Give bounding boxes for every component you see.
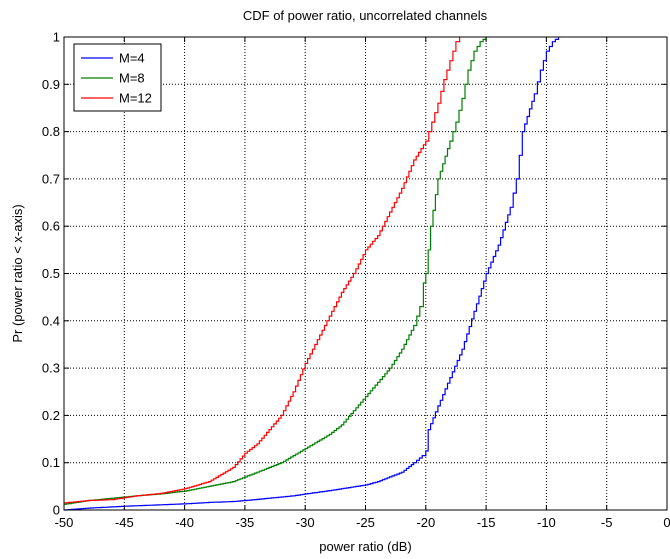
- x-tick-label: -30: [296, 515, 315, 530]
- x-tick-label: 0: [663, 515, 670, 530]
- y-tick-label: 0.6: [42, 219, 60, 234]
- y-tick-label: 0.4: [42, 313, 60, 328]
- x-tick-label: -25: [356, 515, 375, 530]
- series-line: [64, 37, 461, 504]
- series-line: [64, 37, 560, 511]
- x-tick-label: -45: [115, 515, 134, 530]
- y-tick-label: 0: [53, 503, 60, 518]
- x-tick-label: -40: [175, 515, 194, 530]
- x-tick-label: -15: [477, 515, 496, 530]
- y-tick-label: 0.5: [42, 266, 60, 281]
- y-tick-label: 0.2: [42, 408, 60, 423]
- grid: [64, 37, 667, 510]
- legend-label: M=8: [119, 71, 145, 86]
- x-tick-label: -50: [55, 515, 74, 530]
- axis-ticks: -50 -45 -40 -35 -30 -25 -20 -15 -10 -5 000.10.20.3…: [42, 30, 670, 531]
- x-tick-label: -10: [537, 515, 556, 530]
- y-tick-label: 0.7: [42, 171, 60, 186]
- y-tick-label: 0.9: [42, 77, 60, 92]
- series-lines: [64, 37, 560, 511]
- x-tick-label: -20: [416, 515, 435, 530]
- y-tick-label: 0.3: [42, 361, 60, 376]
- x-tick-label: -5: [601, 515, 613, 530]
- legend-label: M=12: [119, 91, 152, 106]
- y-tick-label: 1: [53, 30, 60, 45]
- x-tick-label: -35: [236, 515, 255, 530]
- y-tick-label: 0.8: [42, 124, 60, 139]
- legend: M=4 M=8 M=12: [73, 43, 162, 112]
- chart-title: CDF of power ratio, uncorrelated channel…: [243, 8, 488, 23]
- legend-label: M=4: [119, 51, 145, 66]
- x-axis-title: power ratio (dB): [319, 539, 411, 554]
- y-axis-title: Pr (power ratio < x-axis): [10, 204, 25, 342]
- y-tick-label: 0.1: [42, 455, 60, 470]
